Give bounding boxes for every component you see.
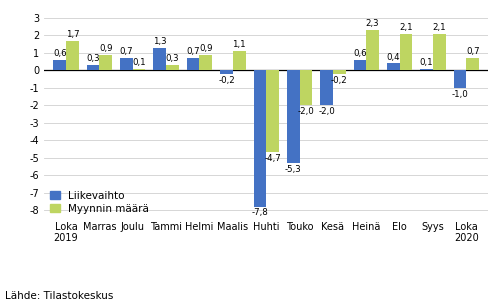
Bar [53,60,66,70]
Text: -2,0: -2,0 [318,107,335,116]
Text: 2,1: 2,1 [432,23,446,32]
Text: 2,1: 2,1 [399,23,413,32]
Text: 0,1: 0,1 [420,58,433,67]
Text: 0,7: 0,7 [466,47,480,56]
Bar [454,70,466,88]
Bar [300,70,312,105]
Bar [233,51,246,70]
Bar [433,34,446,70]
Text: -4,7: -4,7 [264,154,281,163]
Text: 1,7: 1,7 [66,30,79,39]
Bar [366,30,379,70]
Bar [353,60,366,70]
Text: 0,4: 0,4 [387,53,400,61]
Text: 0,9: 0,9 [199,44,212,53]
Bar [466,58,479,70]
Bar [220,70,233,74]
Text: 1,1: 1,1 [232,40,246,49]
Text: 0,3: 0,3 [86,54,100,63]
Bar [100,55,112,70]
Bar [387,63,400,70]
Text: -0,2: -0,2 [218,76,235,85]
Text: 2,3: 2,3 [366,19,380,28]
Text: 0,6: 0,6 [353,49,367,58]
Text: 0,7: 0,7 [186,47,200,56]
Text: 0,1: 0,1 [132,58,146,67]
Text: 1,3: 1,3 [153,37,167,46]
Text: -0,2: -0,2 [331,76,348,85]
Bar [187,58,200,70]
Bar [253,70,266,207]
Text: -1,0: -1,0 [452,90,468,98]
Text: 0,9: 0,9 [99,44,112,53]
Text: 0,3: 0,3 [166,54,179,63]
Bar [66,41,79,70]
Text: Lähde: Tilastokeskus: Lähde: Tilastokeskus [5,291,113,301]
Bar [166,65,179,70]
Legend: Liikevaihto, Myynnin määrä: Liikevaihto, Myynnin määrä [50,191,149,214]
Text: -5,3: -5,3 [285,165,302,174]
Bar [133,69,145,70]
Bar [153,48,166,70]
Text: -7,8: -7,8 [251,208,268,217]
Bar [200,55,212,70]
Text: -2,0: -2,0 [298,107,315,116]
Bar [400,34,412,70]
Bar [421,69,433,70]
Bar [87,65,100,70]
Bar [120,58,133,70]
Bar [320,70,333,105]
Text: 0,6: 0,6 [53,49,67,58]
Bar [333,70,346,74]
Bar [266,70,279,153]
Text: 0,7: 0,7 [120,47,133,56]
Bar [287,70,300,163]
